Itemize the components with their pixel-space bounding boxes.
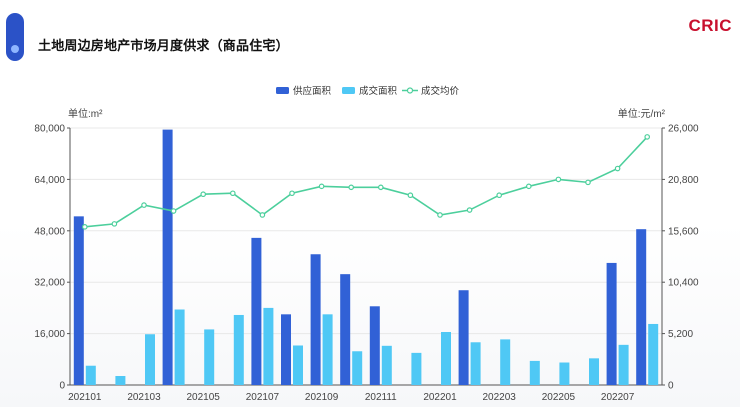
right-tick-label: 20,800 bbox=[668, 175, 699, 186]
legend-swatch-point bbox=[406, 87, 414, 94]
transaction-bar bbox=[589, 358, 599, 385]
transaction-bar bbox=[322, 314, 333, 385]
transaction-bar bbox=[85, 365, 96, 385]
price-point bbox=[82, 224, 88, 230]
price-point bbox=[200, 191, 207, 198]
supply-bar bbox=[458, 290, 469, 385]
right-tick-label: 0 bbox=[668, 381, 674, 392]
transaction-bar bbox=[204, 329, 215, 385]
price-point bbox=[318, 183, 325, 190]
legend-swatch bbox=[342, 87, 355, 94]
right-tick-label: 15,600 bbox=[668, 226, 699, 237]
price-point bbox=[407, 192, 414, 199]
transaction-bar bbox=[441, 331, 451, 385]
legend-label: 成交面积 bbox=[359, 85, 398, 97]
transaction-bar bbox=[648, 323, 659, 385]
price-line bbox=[84, 136, 648, 228]
transaction-bar bbox=[470, 342, 481, 385]
supply-bar bbox=[310, 254, 321, 385]
left-tick-label: 0 bbox=[59, 381, 65, 392]
page-title: 土地周边房地产市场月度供求（商品住宅） bbox=[38, 38, 289, 53]
x-tick-label: 202101 bbox=[68, 392, 102, 403]
left-tick-label: 48,000 bbox=[34, 226, 65, 237]
left-tick-label: 80,000 bbox=[34, 124, 65, 135]
transaction-bar bbox=[381, 345, 392, 385]
x-tick-label: 202103 bbox=[127, 392, 161, 403]
legend-swatch bbox=[276, 87, 289, 94]
price-point bbox=[377, 184, 384, 191]
price-point bbox=[466, 207, 473, 213]
x-tick-label: 202111 bbox=[365, 392, 397, 403]
right-tick-label: 26,000 bbox=[668, 124, 699, 135]
price-point bbox=[496, 192, 503, 199]
price-point bbox=[614, 165, 621, 172]
right-tick-label: 10,400 bbox=[668, 278, 699, 289]
price-point bbox=[644, 134, 651, 140]
supply-bar bbox=[340, 274, 351, 385]
legend-label: 成交均价 bbox=[421, 85, 460, 97]
price-point bbox=[141, 202, 147, 208]
left-tick-label: 32,000 bbox=[34, 278, 65, 289]
x-tick-label: 202207 bbox=[601, 392, 635, 403]
transaction-bar bbox=[145, 334, 155, 385]
price-point bbox=[230, 190, 236, 197]
price-point bbox=[170, 208, 177, 214]
x-tick-label: 202109 bbox=[305, 392, 339, 403]
header-badge-dot bbox=[11, 45, 19, 53]
x-tick-label: 202205 bbox=[542, 392, 576, 403]
transaction-bar bbox=[263, 307, 274, 385]
legend-label: 供应面积 bbox=[293, 85, 332, 97]
transaction-bar bbox=[174, 309, 185, 385]
right-tick-label: 5,200 bbox=[668, 329, 693, 340]
transaction-bar bbox=[233, 314, 244, 385]
price-point bbox=[348, 184, 355, 191]
x-tick-label: 202105 bbox=[187, 392, 221, 403]
x-tick-label: 202203 bbox=[483, 392, 517, 403]
transaction-bar bbox=[500, 339, 511, 385]
transaction-bar bbox=[115, 376, 126, 385]
supply-bar bbox=[369, 306, 380, 385]
price-point bbox=[259, 212, 266, 218]
price-point bbox=[555, 176, 562, 183]
price-point bbox=[525, 183, 532, 190]
supply-bar bbox=[636, 229, 647, 385]
supply-bar bbox=[281, 314, 291, 385]
left-tick-label: 64,000 bbox=[34, 175, 65, 186]
supply-bar bbox=[73, 216, 84, 385]
right-axis-unit: 单位:元/m² bbox=[618, 107, 666, 120]
transaction-bar bbox=[618, 344, 629, 385]
supply-bar bbox=[162, 129, 173, 385]
transaction-bar bbox=[352, 351, 363, 385]
supply-bar bbox=[606, 262, 617, 385]
transaction-bar bbox=[293, 345, 303, 385]
x-tick-label: 202107 bbox=[246, 392, 280, 403]
transaction-bar bbox=[559, 362, 570, 385]
price-point bbox=[289, 190, 295, 197]
brand-logo: CRIC bbox=[688, 16, 732, 35]
price-point bbox=[111, 221, 118, 227]
supply-bar bbox=[251, 237, 262, 385]
price-point bbox=[437, 212, 443, 218]
transaction-bar bbox=[411, 352, 422, 385]
price-point bbox=[585, 179, 591, 186]
transaction-bar bbox=[529, 360, 540, 385]
left-tick-label: 16,000 bbox=[34, 329, 65, 340]
header-badge bbox=[6, 13, 24, 61]
left-axis-unit: 单位:m² bbox=[68, 107, 103, 120]
x-tick-label: 202201 bbox=[423, 392, 457, 403]
